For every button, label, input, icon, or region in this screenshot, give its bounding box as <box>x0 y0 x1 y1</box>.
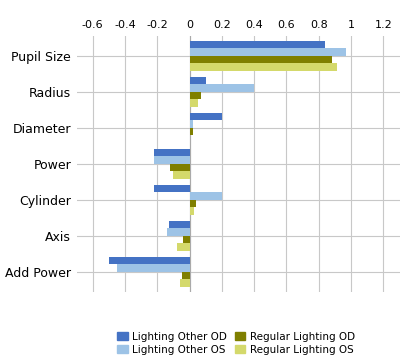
Bar <box>189 200 196 207</box>
Bar <box>116 264 189 272</box>
Bar <box>189 120 192 128</box>
Bar <box>189 77 205 84</box>
Bar <box>168 221 189 228</box>
Bar <box>181 272 189 279</box>
Bar <box>189 41 325 48</box>
Bar <box>189 99 197 107</box>
Bar <box>189 63 336 71</box>
Bar <box>176 243 189 251</box>
Bar <box>189 48 345 56</box>
Bar <box>189 92 200 99</box>
Text: Standardized Regression Coefficients (beta): Standardized Regression Coefficients (be… <box>51 6 362 19</box>
Bar <box>183 236 189 243</box>
Bar <box>109 257 189 264</box>
Bar <box>189 56 331 63</box>
Bar <box>189 128 192 135</box>
Bar <box>189 207 194 215</box>
Bar <box>170 164 189 171</box>
Bar <box>154 149 189 156</box>
Bar <box>166 228 189 236</box>
Legend: Lighting Other OD, Lighting Other OS, Regular Lighting OD, Regular Lighting OS: Lighting Other OD, Lighting Other OS, Re… <box>117 332 354 355</box>
Bar <box>173 171 189 179</box>
Bar <box>154 156 189 164</box>
Bar <box>180 279 189 287</box>
Bar <box>189 113 221 120</box>
Bar <box>189 192 221 200</box>
Bar <box>154 185 189 192</box>
Bar <box>189 84 254 92</box>
